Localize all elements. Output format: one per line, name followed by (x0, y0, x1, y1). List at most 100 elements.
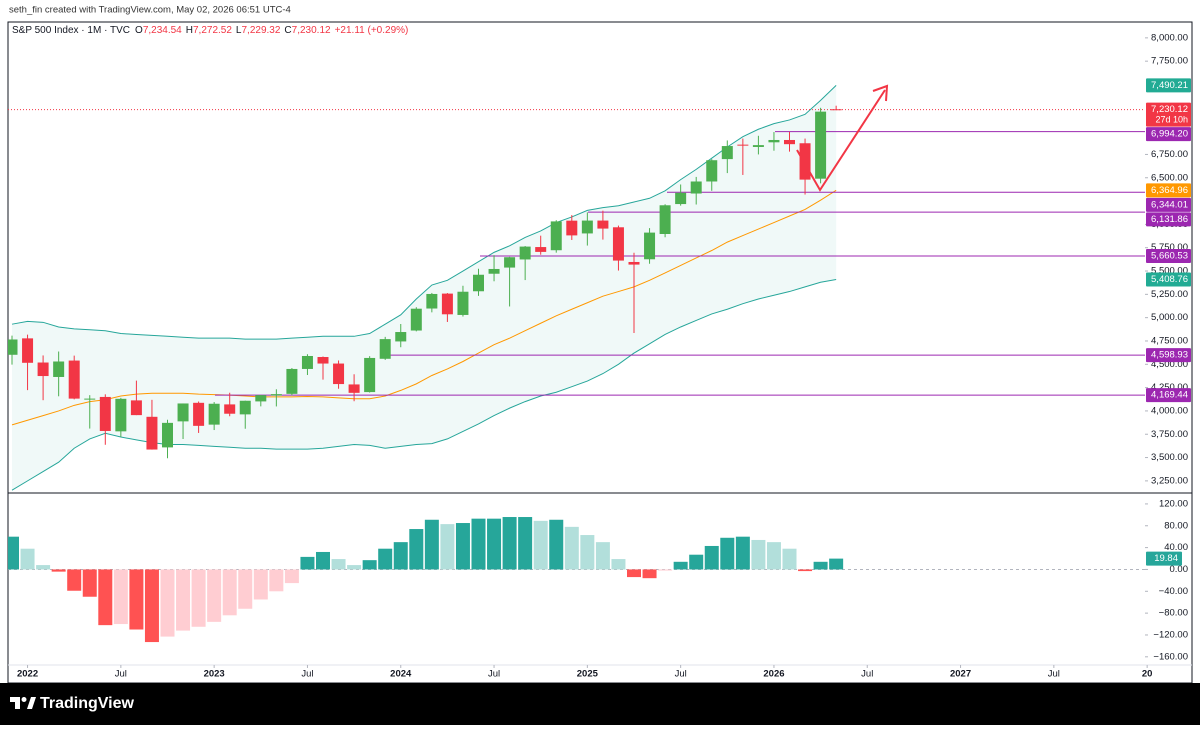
candle-body (441, 293, 453, 315)
price-badge-label: 6,131.86 (1151, 214, 1188, 225)
candle-body (8, 339, 18, 355)
candle-body (193, 402, 205, 426)
histogram-bar (191, 569, 206, 627)
histogram-bar (813, 561, 828, 570)
legend-value: 7,230.12 (292, 25, 331, 36)
y-tick-label: 3,500.00 (1151, 452, 1188, 463)
candle-body (333, 363, 345, 385)
x-tick-label: Jul (1048, 669, 1060, 680)
candle-body (317, 357, 329, 364)
y-tick-label: 5,000.00 (1151, 312, 1188, 323)
logo-part (10, 697, 20, 709)
legend-value: 7,229.32 (241, 25, 280, 36)
y-tick-label: −40.00 (1159, 586, 1188, 597)
histogram-bar (658, 569, 673, 571)
histogram-bar (440, 524, 455, 570)
legend-change: +21.11 (+0.29%) (335, 25, 409, 36)
candle-body (768, 139, 780, 143)
price-badge-label: 6,344.01 (1151, 199, 1188, 210)
histogram-bar (455, 523, 470, 570)
price-badge (1146, 102, 1191, 127)
histogram-bar (300, 556, 315, 570)
histogram-bar (113, 569, 128, 625)
candle-body (784, 139, 795, 145)
candle-body (473, 274, 484, 292)
candle-body (566, 220, 578, 236)
band-basis (11, 189, 837, 426)
y-tick-label: −120.00 (1153, 629, 1188, 640)
histogram-bar (51, 569, 66, 572)
y-tick-label: 5,250.00 (1151, 289, 1188, 300)
candle-body (659, 205, 671, 234)
histogram-bar (627, 569, 641, 578)
y-tick-label: 5,750.00 (1151, 242, 1188, 253)
histogram-bar (8, 536, 19, 570)
candle-body (239, 400, 251, 415)
histogram-bar (673, 561, 688, 570)
histogram-bar (160, 569, 175, 637)
arrow-line (796, 89, 886, 192)
price-badge-label: 5,408.76 (1151, 274, 1188, 285)
candle-body (130, 400, 142, 416)
candle-body (721, 146, 733, 160)
candle-body (301, 355, 313, 369)
candle-body (737, 144, 749, 146)
x-tick-label: Jul (301, 669, 313, 680)
candle-body (535, 247, 547, 252)
histogram-bar (144, 569, 159, 643)
price-badge (1146, 212, 1191, 227)
brand-logo (10, 697, 36, 709)
candle-body (162, 422, 173, 448)
candle-body (115, 398, 127, 432)
main-pane (8, 85, 1145, 491)
histogram-bar (782, 548, 797, 570)
candle-body (270, 394, 282, 396)
histogram-bar (595, 542, 610, 570)
histogram-bar (67, 569, 82, 591)
price-badge-label: 6,364.96 (1151, 185, 1188, 196)
candle-body (22, 338, 34, 363)
candle-body (53, 361, 65, 377)
candle-body (504, 257, 516, 268)
value-badge (1146, 551, 1182, 566)
x-tick-label: Jul (675, 669, 687, 680)
price-badge (1146, 197, 1191, 212)
brand: TradingView (40, 695, 135, 712)
axes: 8,000.007,750.006,750.006,500.006,000.00… (17, 32, 1191, 680)
price-badge-label: 5,660.53 (1151, 251, 1188, 262)
histogram-bar (207, 569, 222, 622)
x-tick-label: 2026 (763, 669, 784, 680)
legend-key: H (186, 25, 193, 36)
candle-body (224, 404, 236, 414)
x-tick-label: Jul (115, 669, 127, 680)
y-tick-label: −80.00 (1159, 608, 1188, 619)
x-tick-label: 2027 (950, 669, 971, 680)
price-badge (1146, 78, 1191, 93)
price-badge (1146, 249, 1191, 264)
histogram-bar (611, 559, 626, 570)
y-tick-label: 8,000.00 (1151, 32, 1188, 43)
footer (0, 683, 1200, 725)
candle-body (146, 416, 158, 450)
candle-body (348, 384, 360, 393)
legend-key: O (135, 25, 143, 36)
price-badge (1146, 348, 1191, 363)
histogram-bar (269, 569, 284, 592)
price-badge-label: 4,169.44 (1151, 390, 1188, 401)
y-tick-label: 4,250.00 (1151, 382, 1188, 393)
candle-body (426, 293, 438, 309)
candle-body (488, 268, 500, 274)
y-tick-label: 4,000.00 (1151, 405, 1188, 416)
histogram-bar (735, 536, 750, 570)
histogram-bar (689, 554, 704, 570)
legend: S&P 500 Index · 1M · TVC O7,234.54 H7,272.… (12, 25, 408, 36)
candle-body (581, 220, 593, 234)
histogram-bar (316, 551, 330, 570)
candle-body (597, 220, 609, 229)
candle-body (519, 246, 531, 260)
y-tick-label: 0.00 (1170, 564, 1189, 575)
x-tick-label: 2024 (390, 669, 412, 680)
candle-body (286, 368, 298, 394)
candle-body (799, 143, 811, 180)
